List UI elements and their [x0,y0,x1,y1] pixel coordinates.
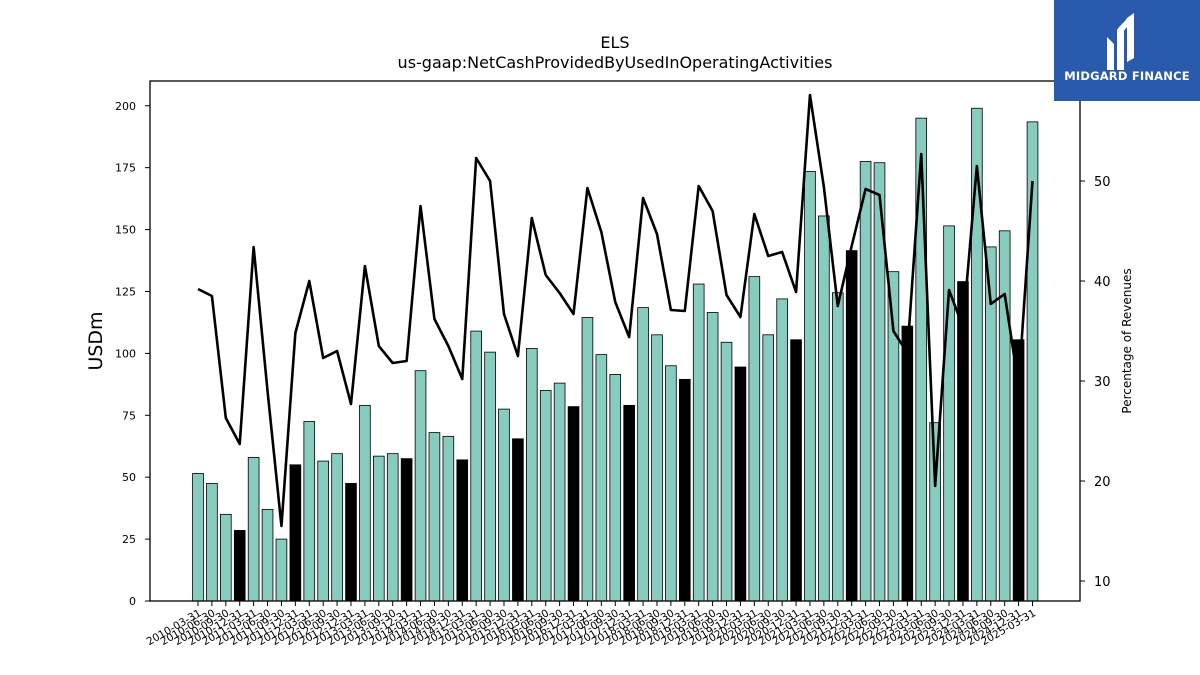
bar-2016-03-31 [526,348,538,602]
y-tick-label: 75 [122,409,136,422]
bar-2012-03-31 [303,421,316,602]
bar-2020-09-30 [776,298,788,602]
bar-2013-03-31 [359,404,371,602]
bar-2024-03-31 [971,107,983,602]
bar-2013-09-30 [386,453,399,602]
bar-2011-09-30 [275,538,288,602]
y-tick-label: 200 [115,100,136,113]
bar-2021-06-30 [818,215,830,602]
bar-2022-12-31 [901,325,914,602]
right-axis: 10 20 30 40 50 [1080,175,1111,590]
bar-2010-12-31 [233,530,246,602]
brand-logo: MIDGARD FINANCE [1054,0,1200,101]
bar-2014-06-30 [428,432,441,602]
bar-2019-03-31 [692,283,705,602]
x-axis: 2010-03-312010-06-302010-09-302010-12-31… [145,601,1038,648]
logo-text: MIDGARD FINANCE [1064,69,1190,83]
y2-axis-label: Percentage of Revenues [1120,268,1134,413]
bar-2013-06-30 [373,455,385,602]
bar-2013-12-31 [400,458,413,602]
midgard-logo-icon [1107,13,1134,70]
bar-2018-09-30 [665,365,677,602]
bar-2017-09-30 [609,374,622,602]
bar-2014-09-30 [442,435,455,602]
bar-series [192,107,1039,602]
bar-2018-03-31 [637,307,649,602]
y2-tick-label: 30 [1094,375,1111,390]
bar-2012-12-31 [345,482,357,602]
chart-title: ELS [600,33,629,52]
bar-2021-12-31 [845,250,858,602]
y2-tick-label: 20 [1094,475,1111,490]
bar-2019-06-30 [706,312,719,602]
bar-2011-03-31 [247,456,260,602]
bar-2010-09-30 [220,513,232,602]
bar-2011-12-31 [289,464,302,602]
bar-2017-06-30 [595,354,608,602]
bar-2021-03-31 [804,170,816,602]
bar-2021-09-30 [831,292,844,602]
y2-tick-label: 40 [1094,275,1111,290]
bar-2023-12-31 [957,281,969,602]
bar-2010-06-30 [206,482,218,602]
bar-2018-06-30 [651,334,663,602]
bar-2019-12-31 [734,366,747,602]
bar-2019-09-30 [720,341,733,602]
bar-2015-06-30 [484,351,496,602]
bar-2024-09-30 [998,230,1011,602]
bar-2023-09-30 [943,225,955,602]
y-tick-label: 50 [122,471,136,484]
y-tick-label: 100 [115,347,136,360]
bar-2020-06-30 [762,334,775,602]
bar-2010-03-31 [192,473,204,602]
bar-2015-03-31 [470,330,482,602]
y-axis-label: USDm [85,311,107,370]
bar-2011-06-30 [261,508,274,602]
bar-2014-03-31 [414,370,427,602]
bar-2016-09-30 [553,382,566,602]
bar-2012-06-30 [317,460,329,602]
percentage-line [197,93,1034,528]
bar-2022-03-31 [859,161,872,602]
y-tick-label: 0 [129,595,136,608]
y2-tick-label: 50 [1094,175,1111,190]
bar-2012-09-30 [331,453,343,602]
bar-2015-09-30 [498,408,510,602]
bar-2020-03-31 [748,276,761,602]
chart-subtitle: us-gaap:NetCashProvidedByUsedInOperating… [398,53,833,72]
bar-2016-06-30 [539,390,552,602]
line-series [197,93,1034,528]
bar-2017-12-31 [623,404,635,602]
y-tick-label: 25 [122,533,136,546]
y-tick-label: 125 [115,285,136,298]
left-axis: 0 25 50 75 100 125 150 175 200 [115,100,150,608]
bar-2020-12-31 [790,339,802,602]
bar-2017-03-31 [581,317,594,602]
y-tick-label: 175 [115,162,136,175]
bar-2014-12-31 [456,459,469,602]
bar-2018-12-31 [678,378,691,602]
bar-2016-12-31 [567,406,580,602]
bar-2015-12-31 [512,438,524,602]
y-tick-label: 150 [115,224,136,237]
y2-tick-label: 10 [1094,575,1111,590]
